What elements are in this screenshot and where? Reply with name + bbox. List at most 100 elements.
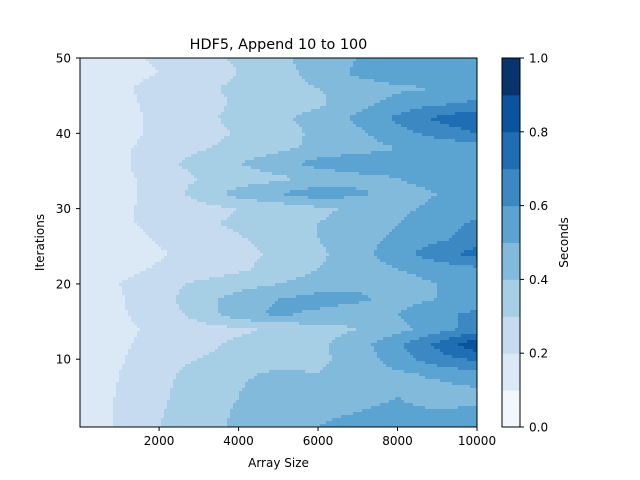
contour-cell xyxy=(452,157,456,161)
contour-cell xyxy=(464,112,468,116)
contour-cell xyxy=(92,88,96,92)
contour-cell xyxy=(350,166,354,170)
contour-cell xyxy=(404,88,408,92)
contour-cell xyxy=(209,64,213,68)
contour-cell xyxy=(281,115,285,119)
contour-cell xyxy=(365,118,369,122)
contour-cell xyxy=(395,91,399,95)
contour-cell xyxy=(299,166,303,170)
contour-cell xyxy=(329,157,333,161)
contour-cell xyxy=(134,121,138,125)
contour-cell xyxy=(326,88,330,92)
contour-cell xyxy=(281,109,285,113)
contour-cell xyxy=(434,97,438,101)
contour-cell xyxy=(269,67,273,71)
contour-cell xyxy=(299,133,303,137)
contour-cell xyxy=(158,127,162,131)
contour-cell xyxy=(407,115,411,119)
contour-cell xyxy=(89,67,93,71)
contour-cell xyxy=(227,76,231,80)
contour-cell xyxy=(356,154,360,158)
contour-cell xyxy=(203,142,207,146)
contour-cell xyxy=(389,163,393,167)
contour-cell xyxy=(329,166,333,170)
contour-cell xyxy=(89,61,93,65)
contour-cell xyxy=(464,130,468,134)
contour-cell xyxy=(224,124,228,128)
contour-cell xyxy=(275,130,279,134)
contour-cell xyxy=(119,61,123,65)
contour-cell xyxy=(392,106,396,110)
contour-cell xyxy=(284,67,288,71)
contour-cell xyxy=(446,151,450,155)
contour-cell xyxy=(386,64,390,68)
contour-cell xyxy=(209,58,213,62)
contour-cell xyxy=(98,67,102,71)
contour-cell xyxy=(158,130,162,134)
contour-cell xyxy=(455,91,459,95)
contour-cell xyxy=(191,82,195,86)
contour-cell xyxy=(143,169,147,173)
contour-cell xyxy=(284,157,288,161)
contour-cell xyxy=(263,109,267,113)
contour-cell xyxy=(470,124,474,128)
contour-cell xyxy=(302,91,306,95)
contour-cell xyxy=(350,154,354,158)
contour-cell xyxy=(272,112,276,116)
contour-cell xyxy=(125,163,129,167)
contour-cell xyxy=(410,103,414,107)
contour-cell xyxy=(242,115,246,119)
contour-cell xyxy=(407,76,411,80)
contour-cell xyxy=(239,73,243,77)
contour-cell xyxy=(329,79,333,83)
contour-cell xyxy=(275,145,279,149)
contour-cell xyxy=(398,61,402,65)
contour-cell xyxy=(464,160,468,164)
contour-cell xyxy=(434,139,438,143)
contour-cell xyxy=(467,124,471,128)
contour-cell xyxy=(383,91,387,95)
contour-cell xyxy=(308,148,312,152)
contour-cell xyxy=(347,94,351,98)
contour-cell xyxy=(455,166,459,170)
contour-cell xyxy=(473,142,477,146)
contour-cell xyxy=(431,67,435,71)
contour-cell xyxy=(293,79,297,83)
contour-cell xyxy=(335,157,339,161)
contour-cell xyxy=(275,70,279,74)
contour-cell xyxy=(107,136,111,140)
contour-cell xyxy=(95,112,99,116)
contour-cell xyxy=(101,73,105,77)
contour-cell xyxy=(194,79,198,83)
contour-cell xyxy=(365,121,369,125)
contour-cell xyxy=(236,79,240,83)
contour-cell xyxy=(278,157,282,161)
contour-cell xyxy=(452,67,456,71)
contour-cell xyxy=(287,109,291,113)
contour-cell xyxy=(179,148,183,152)
contour-cell xyxy=(197,133,201,137)
contour-cell xyxy=(296,160,300,164)
contour-cell xyxy=(251,100,255,104)
contour-cell xyxy=(167,103,171,107)
contour-cell xyxy=(272,88,276,92)
contour-cell xyxy=(422,109,426,113)
contour-cell xyxy=(257,88,261,92)
contour-cell xyxy=(251,124,255,128)
contour-cell xyxy=(161,79,165,83)
contour-cell xyxy=(362,76,366,80)
contour-cell xyxy=(98,76,102,80)
contour-cell xyxy=(293,166,297,170)
contour-cell xyxy=(134,82,138,86)
contour-cell xyxy=(398,130,402,134)
contour-cell xyxy=(332,67,336,71)
contour-cell xyxy=(170,160,174,164)
contour-cell xyxy=(218,97,222,101)
contour-cell xyxy=(359,61,363,65)
contour-cell xyxy=(356,136,360,140)
contour-cell xyxy=(431,121,435,125)
contour-cell xyxy=(344,133,348,137)
contour-cell xyxy=(188,118,192,122)
contour-cell xyxy=(164,76,168,80)
contour-cell xyxy=(440,142,444,146)
